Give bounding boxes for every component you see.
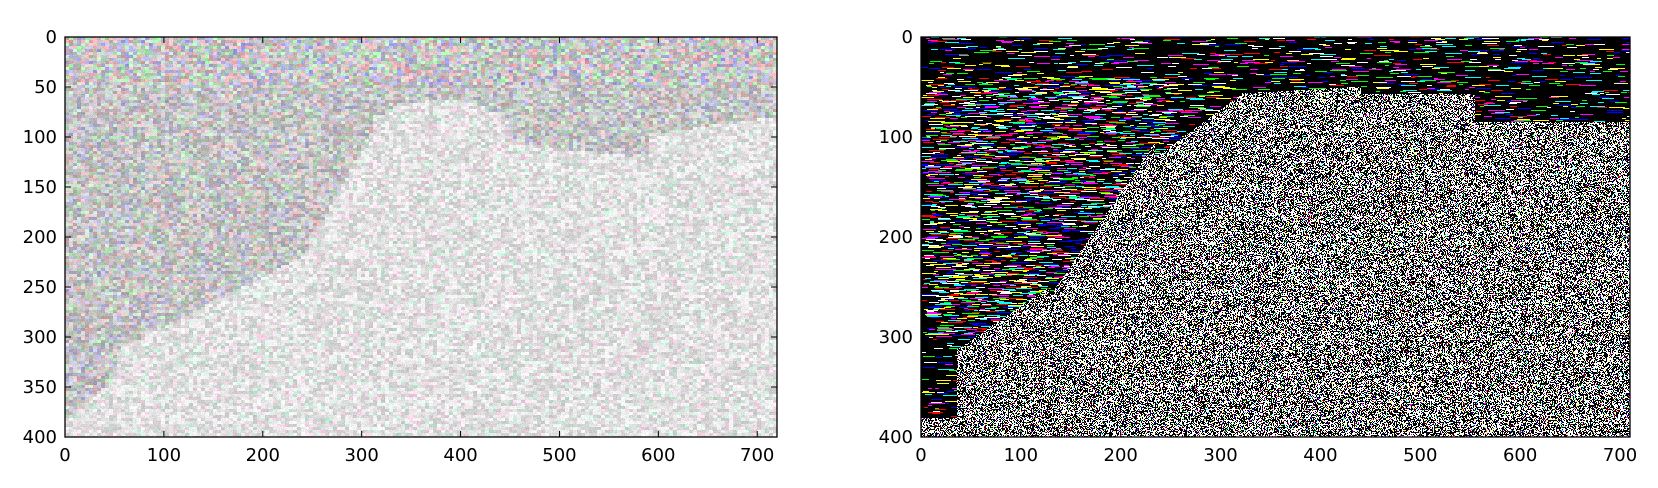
right-x-tick-label: 600: [1503, 445, 1537, 466]
left-y-tick-label: 150: [23, 177, 57, 198]
left-x-tick-label: 700: [740, 445, 774, 466]
left-y-tick-label: 50: [34, 77, 57, 98]
left-x-tick-label: 200: [246, 445, 280, 466]
right-y-tick-label: 200: [879, 227, 913, 248]
right-y-tick-label: 100: [879, 127, 913, 148]
left-y-tick-label: 300: [23, 327, 57, 348]
right-x-tick-label: 700: [1603, 445, 1637, 466]
left-x-tick-label: 500: [542, 445, 576, 466]
right-x-tick-label: 200: [1104, 445, 1138, 466]
left-y-tick-label: 100: [23, 127, 57, 148]
left-y-tick-label: 350: [23, 377, 57, 398]
left-panel-image: [65, 37, 777, 437]
right-axes-frame: [920, 36, 1631, 438]
right-y-tick-label: 0: [902, 27, 913, 48]
right-x-tick-label: 100: [1004, 445, 1038, 466]
right-x-tick-label: 500: [1403, 445, 1437, 466]
left-x-tick-label: 100: [147, 445, 181, 466]
left-y-tick-label: 200: [23, 227, 57, 248]
left-x-tick-label: 400: [443, 445, 477, 466]
right-y-tick-label: 300: [879, 327, 913, 348]
left-x-tick-label: 600: [641, 445, 675, 466]
left-x-tick-label: 0: [59, 445, 70, 466]
left-y-tick-label: 250: [23, 277, 57, 298]
left-axes-frame: [64, 36, 778, 438]
left-y-tick-label: 0: [46, 27, 57, 48]
left-x-tick-label: 300: [344, 445, 378, 466]
left-axes: 0 100 200 300 400 500 600 700 0 50 100 150 200 250 300…: [23, 27, 778, 466]
right-y-tick-label: 400: [879, 427, 913, 448]
left-y-tick-label: 400: [23, 427, 57, 448]
right-panel-image: [921, 37, 1630, 437]
right-x-tick-label: 300: [1203, 445, 1237, 466]
right-x-tick-label: 400: [1303, 445, 1337, 466]
right-x-tick-label: 0: [915, 445, 926, 466]
right-axes: 0 100 200 300 400 500 600 700 0 100 200 300 400: [879, 27, 1638, 466]
